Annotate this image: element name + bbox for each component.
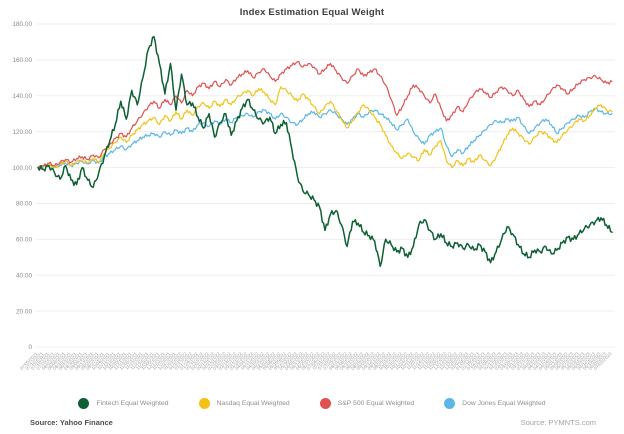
- sp500-legend-dot-icon: [319, 398, 331, 409]
- legend-item-dowjones: Dow Jones Equal Weighted: [444, 398, 546, 409]
- source-yahoo-finance: Source: Yahoo Finance: [30, 418, 113, 427]
- legend-item-sp500: S&P 500 Equal Weighted: [319, 398, 415, 409]
- y-tick-label: 140.00: [12, 93, 32, 100]
- fintech-legend-dot-icon: [78, 398, 90, 409]
- nasdaq-legend-dot-icon: [198, 398, 210, 409]
- y-tick-label: 100.00: [12, 165, 32, 172]
- source-pymnts: Source: PYMNTS.com: [520, 418, 596, 427]
- y-tick-label: 160.00: [12, 57, 32, 64]
- y-tick-label: 120.00: [12, 129, 32, 136]
- legend-label: Nasdaq Equal Weighted: [216, 400, 290, 407]
- legend-item-nasdaq: Nasdaq Equal Weighted: [198, 398, 290, 409]
- line-dowjones: [37, 107, 613, 169]
- y-tick-label: 0: [28, 344, 32, 351]
- line-nasdaq: [37, 86, 613, 169]
- x-axis-labels: 07/05/202107/12/202107/19/202107/26/2021…: [19, 351, 613, 371]
- y-gridlines: [36, 23, 615, 348]
- legend-item-fintech: Fintech Equal Weighted: [78, 398, 169, 409]
- legend-label: Dow Jones Equal Weighted: [462, 400, 546, 407]
- chart-title: Index Estimation Equal Weight: [239, 7, 385, 18]
- line-fintech: [37, 35, 613, 268]
- y-tick-label: 20.00: [16, 308, 32, 315]
- legend-label: Fintech Equal Weighted: [96, 400, 169, 407]
- y-tick-label: 40.00: [16, 272, 32, 279]
- y-tick-label: 60.00: [16, 237, 32, 244]
- chart-legend: Fintech Equal Weighted Nasdaq Equal Weig…: [0, 398, 624, 409]
- y-axis-labels: 0 20.00 40.00 60.00 80.00 100.00 120.00 140.00 1…: [12, 21, 32, 351]
- line-sp500: [37, 60, 613, 169]
- y-tick-label: 80.00: [16, 201, 32, 208]
- y-tick-label: 180.00: [12, 21, 32, 28]
- dowjones-legend-dot-icon: [444, 398, 456, 409]
- legend-label: S&P 500 Equal Weighted: [337, 400, 415, 407]
